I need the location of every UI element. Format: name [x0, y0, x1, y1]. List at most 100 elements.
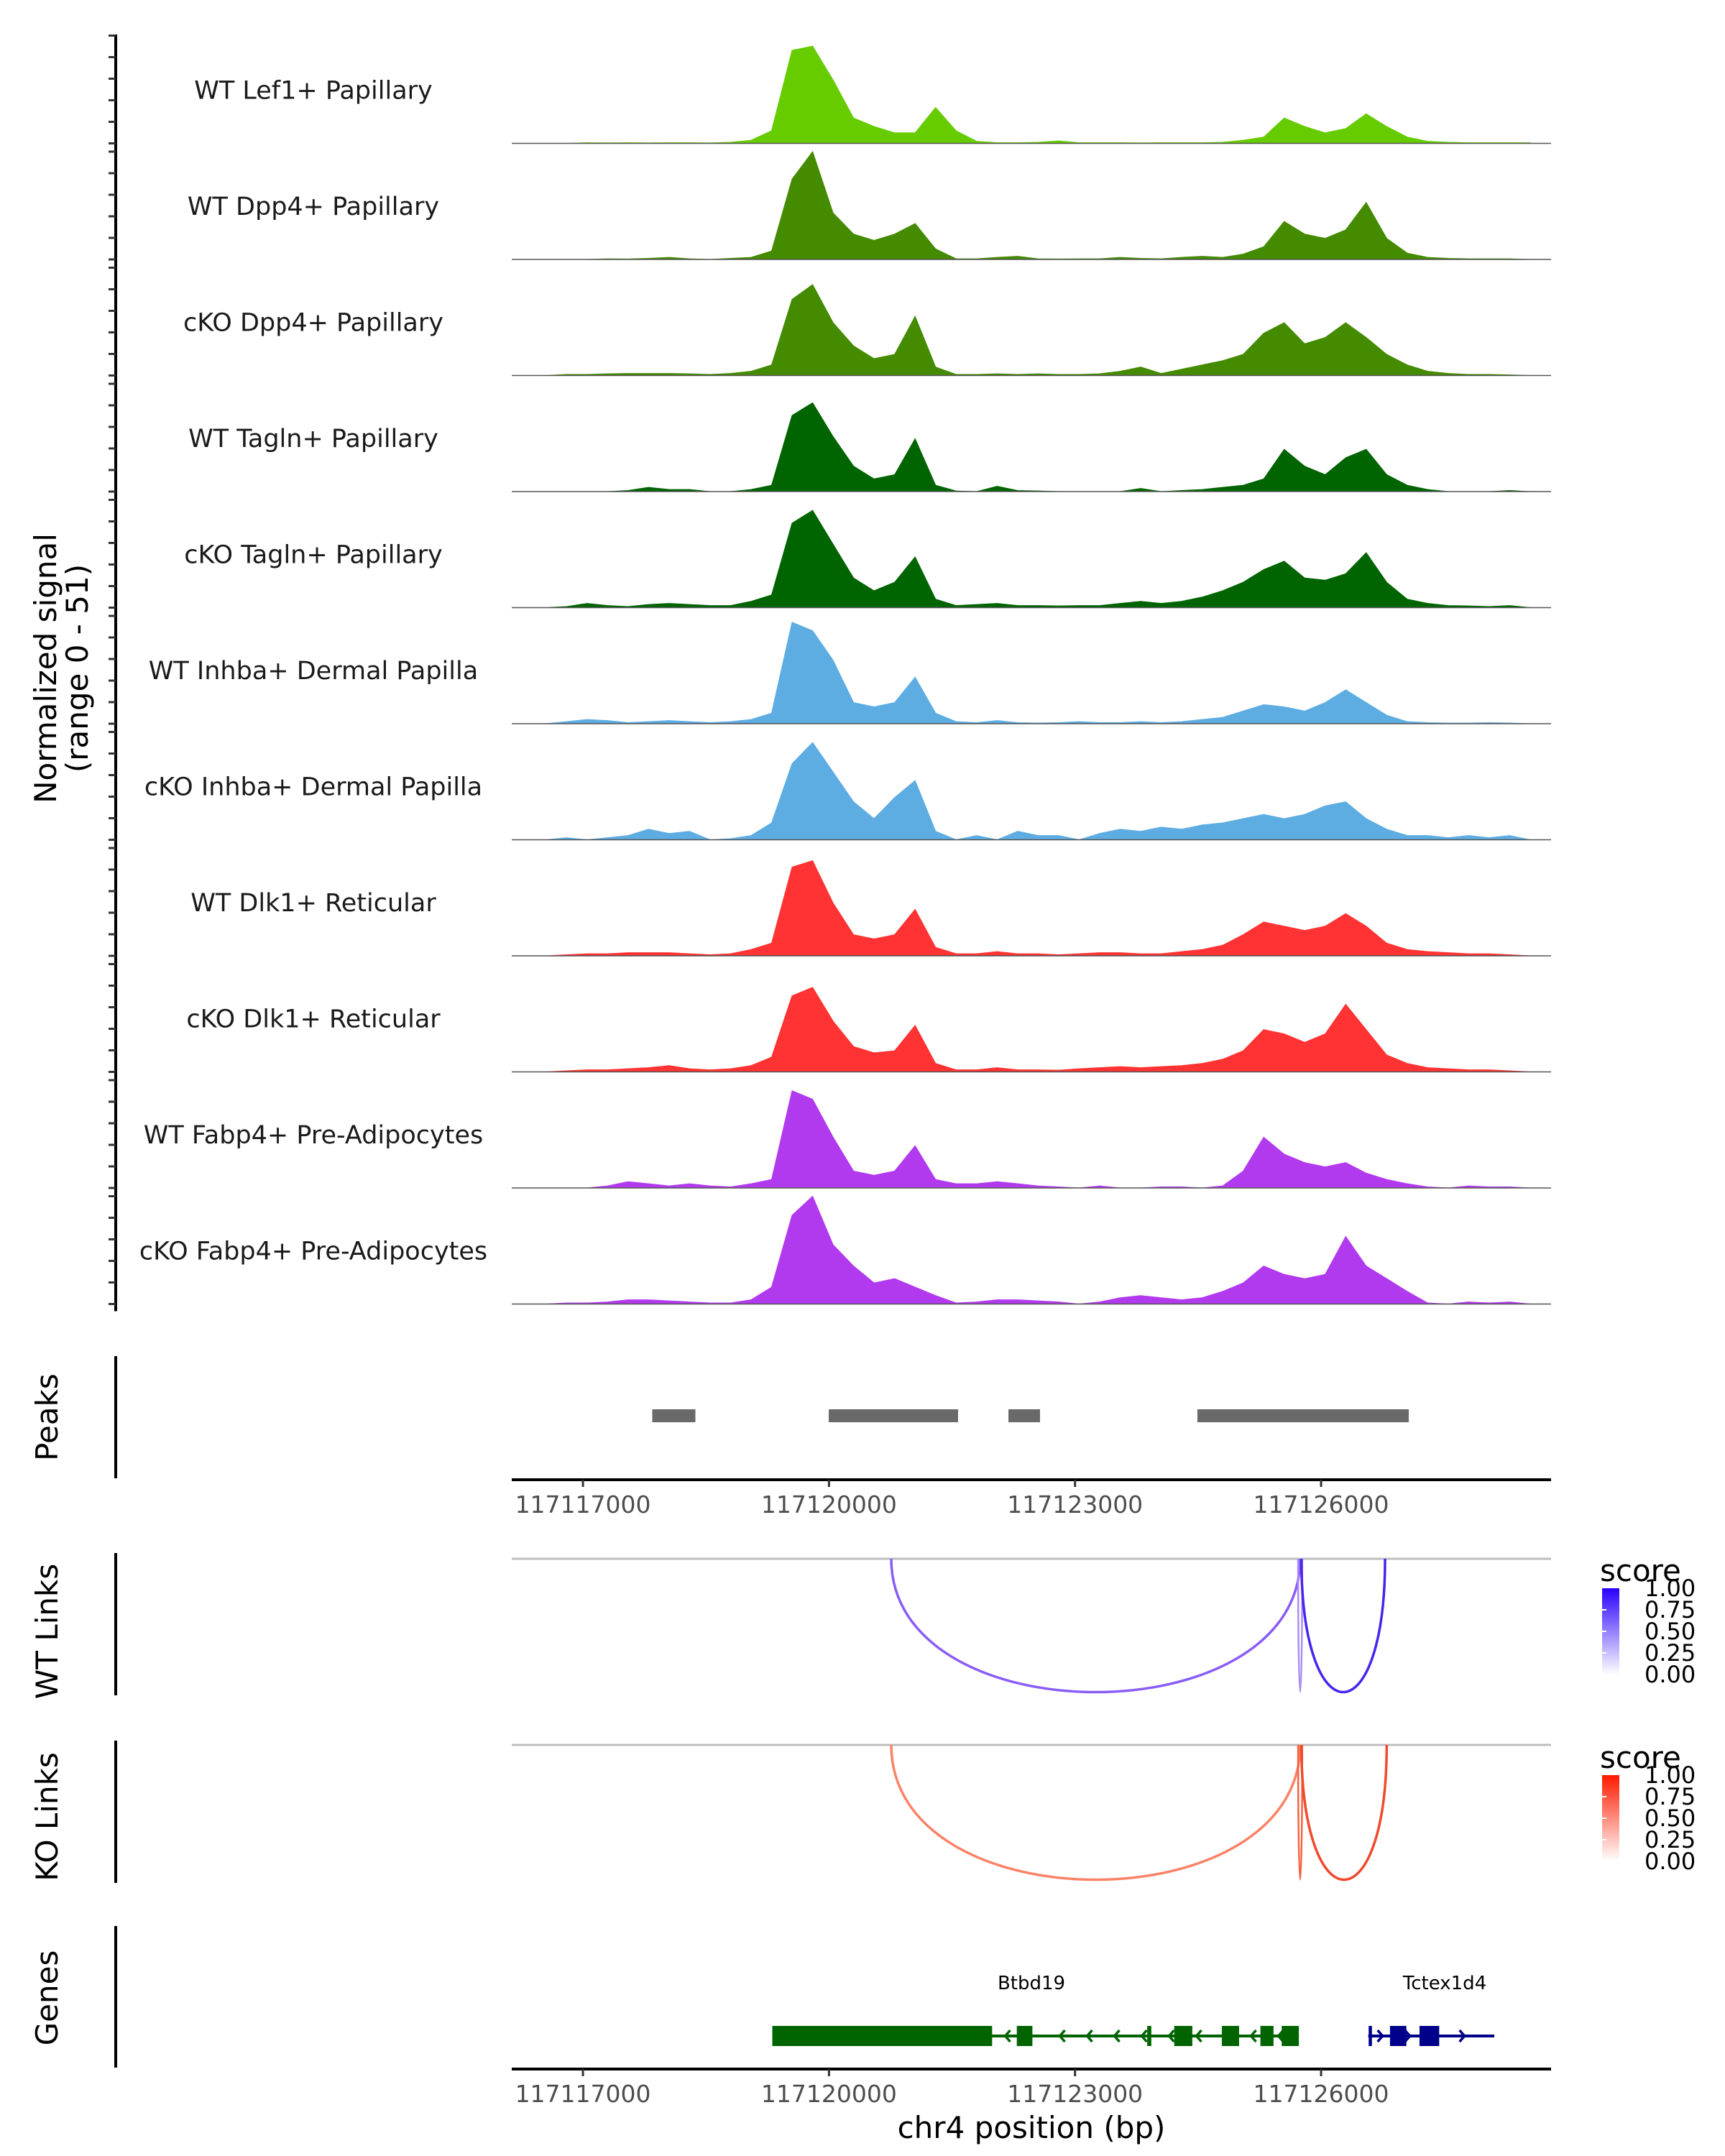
y-axis-title-line-2: (range 0 - 51) — [60, 564, 95, 773]
strand-arrow-left-icon — [1058, 2029, 1066, 2043]
legend-tick-label: 0.75 — [1644, 1783, 1696, 1810]
coverage-area — [525, 860, 1531, 957]
coverage-area — [525, 1195, 1531, 1305]
coverage-track: WT Dlk1+ Reticular — [109, 847, 1551, 957]
strand-arrow-right-icon — [1376, 2029, 1384, 2043]
coverage-area — [525, 402, 1531, 492]
coverage-area — [525, 622, 1531, 724]
strand-arrow-left-icon — [1167, 2029, 1175, 2043]
legend-tick-label: 1.00 — [1644, 1761, 1696, 1789]
track-label: WT Dlk1+ Reticular — [190, 889, 436, 918]
coverage-area — [525, 45, 1531, 144]
strand-arrow-left-icon — [1113, 2029, 1121, 2043]
track-label: cKO Fabp4+ Pre-Adipocytes — [139, 1238, 487, 1266]
peak-region — [1008, 1409, 1040, 1422]
x-axis-bottom: 117117000 117120000 117123000 117126000 — [512, 2068, 1551, 2108]
coverage-track: WT Lef1+ Papillary — [109, 34, 1551, 144]
coverage-track: cKO Tagln+ Papillary — [109, 499, 1551, 609]
gene-exon — [1260, 2026, 1274, 2046]
gene-exon — [1368, 2026, 1372, 2046]
strand-arrow-left-icon — [1085, 2029, 1093, 2043]
gene-exon — [1016, 2026, 1033, 2046]
coverage-area — [525, 284, 1531, 376]
track-label: cKO Inhba+ Dermal Papilla — [144, 773, 482, 802]
link-arc — [1300, 1558, 1386, 1693]
gene-exon — [1147, 2026, 1151, 2046]
gene-exon — [772, 2026, 993, 2046]
gene-exon — [1282, 2026, 1300, 2046]
legend-tick-label: 0.00 — [1644, 1661, 1696, 1688]
legend-title: score — [1600, 1553, 1681, 1588]
link-arc — [1297, 1558, 1304, 1693]
coverage-tracks: WT Lef1+ Papillary WT Dpp4+ Papillary cKO … — [109, 34, 1551, 1312]
x-axis-bottom-tick-label: 117120000 — [761, 2080, 897, 2108]
genes-panel: Genes Btbd19 Tctex1d4 — [29, 1926, 1495, 2068]
links-panel-label: WT Links — [29, 1564, 65, 1699]
x-axis-bottom-tick-label: 117117000 — [515, 2080, 651, 2108]
legend-title: score — [1600, 1740, 1681, 1775]
track-label: WT Tagln+ Papillary — [188, 425, 438, 453]
peak-region — [1197, 1409, 1409, 1422]
track-label: cKO Dpp4+ Papillary — [183, 309, 443, 338]
x-axis-top: 117117000 117120000 117123000 117126000 — [512, 1478, 1551, 1519]
x-axis-bottom-tick-label: 117126000 — [1254, 2080, 1389, 2108]
track-label: WT Lef1+ Papillary — [194, 77, 433, 106]
gene-exon — [1221, 2026, 1239, 2046]
legend-tick-label: 0.75 — [1644, 1596, 1696, 1623]
gene-model: Tctex1d4 — [1368, 1973, 1495, 2046]
coverage-track: WT Fabp4+ Pre-Adipocytes — [109, 1079, 1551, 1189]
peak-region — [829, 1409, 958, 1422]
legend-tick-label: 0.25 — [1644, 1639, 1696, 1667]
coverage-track: cKO Dpp4+ Papillary — [109, 267, 1551, 377]
coverage-track: WT Dpp4+ Papillary — [109, 150, 1551, 261]
strand-arrow-left-icon — [1276, 2029, 1284, 2043]
coverage-track: cKO Fabp4+ Pre-Adipocytes — [109, 1195, 1551, 1305]
y-axis-title-line-1: Normalized signal — [28, 533, 63, 803]
link-arc — [1300, 1744, 1389, 1881]
coverage-track: WT Tagln+ Papillary — [109, 382, 1551, 493]
peaks-panel: Peaks — [29, 1356, 1409, 1478]
gene-exon — [1419, 2026, 1440, 2046]
coverage-area — [525, 1090, 1531, 1189]
strand-arrow-left-icon — [1003, 2029, 1011, 2043]
strand-arrow-left-icon — [1195, 2029, 1202, 2043]
track-label: cKO Tagln+ Papillary — [184, 541, 443, 570]
x-axis-top-tick-label: 117117000 — [515, 1491, 651, 1519]
y-axis-title: Normalized signal (range 0 - 51) — [28, 533, 95, 803]
gene-model: Btbd19 — [772, 1973, 1300, 2046]
peak-region — [652, 1409, 696, 1422]
track-label: WT Dpp4+ Papillary — [188, 193, 439, 221]
link-arc — [1297, 1744, 1304, 1881]
track-label: cKO Dlk1+ Reticular — [186, 1005, 441, 1034]
coverage-area — [525, 742, 1531, 841]
coverage-track: WT Inhba+ Dermal Papilla — [109, 614, 1551, 725]
genes-panel-label: Genes — [29, 1950, 65, 2046]
coverage-area — [525, 510, 1531, 608]
track-label: WT Inhba+ Dermal Papilla — [149, 657, 478, 686]
coverage-area — [525, 150, 1531, 260]
legend-tick-label: 1.00 — [1644, 1575, 1696, 1602]
x-axis-top-tick-label: 117123000 — [1007, 1491, 1143, 1519]
x-axis-bottom-tick-label: 117123000 — [1007, 2080, 1143, 2108]
legend-tick-label: 0.00 — [1644, 1848, 1696, 1875]
gene-exon — [1174, 2026, 1192, 2046]
legend-tick-label: 0.50 — [1644, 1805, 1696, 1832]
link-arc — [890, 1744, 1302, 1881]
x-axis-top-tick-label: 117120000 — [761, 1491, 897, 1519]
coverage-track: cKO Dlk1+ Reticular — [109, 963, 1551, 1073]
track-label: WT Fabp4+ Pre-Adipocytes — [144, 1121, 483, 1150]
gene-label: Btbd19 — [998, 1973, 1065, 1994]
strand-arrow-right-icon — [1458, 2029, 1466, 2043]
gene-exon — [1389, 2026, 1407, 2046]
coverage-track: cKO Inhba+ Dermal Papilla — [109, 731, 1551, 841]
strand-arrow-right-icon — [1404, 2029, 1412, 2043]
links-panel-label: KO Links — [29, 1752, 65, 1881]
gene-label: Tctex1d4 — [1402, 1973, 1486, 1994]
x-axis-top-tick-label: 117126000 — [1254, 1491, 1389, 1519]
